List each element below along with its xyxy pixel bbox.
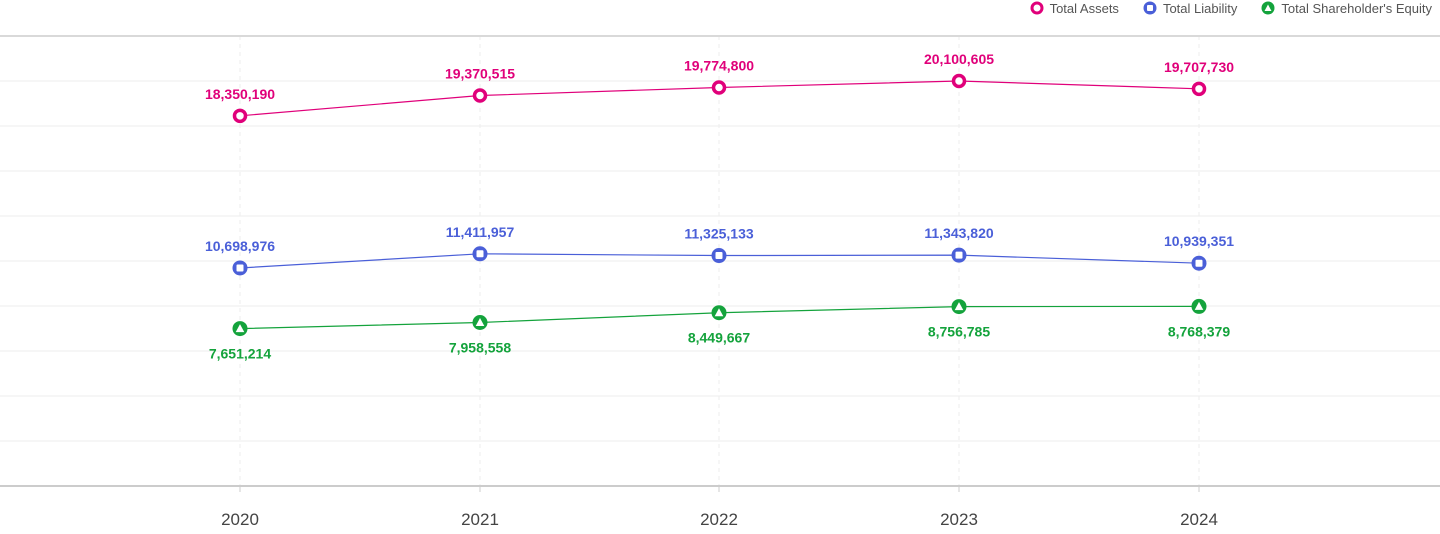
x-tick-label: 2022 bbox=[700, 510, 738, 529]
x-tick-label: 2024 bbox=[1180, 510, 1218, 529]
x-tick-label: 2023 bbox=[940, 510, 978, 529]
data-label: 7,958,558 bbox=[449, 339, 511, 355]
data-point-marker[interactable] bbox=[1191, 255, 1207, 271]
data-point-marker[interactable] bbox=[951, 73, 967, 89]
data-point-marker[interactable] bbox=[951, 247, 967, 263]
data-label: 19,774,800 bbox=[684, 57, 754, 73]
data-label: 7,651,214 bbox=[209, 346, 271, 362]
data-label: 20,100,605 bbox=[924, 51, 994, 67]
data-label: 11,343,820 bbox=[924, 225, 994, 241]
data-point-marker[interactable] bbox=[1191, 298, 1207, 314]
data-label: 10,939,351 bbox=[1164, 233, 1234, 249]
circle-marker-icon bbox=[1030, 1, 1044, 15]
data-point-marker[interactable] bbox=[711, 305, 727, 321]
data-labels: 18,350,190 19,370,515 19,774,800 20,100,605… bbox=[205, 51, 1234, 362]
data-point-marker[interactable] bbox=[711, 248, 727, 264]
data-label: 8,768,379 bbox=[1168, 323, 1230, 339]
data-label: 8,756,785 bbox=[928, 324, 990, 340]
data-label: 11,411,957 bbox=[446, 224, 515, 240]
legend-label-total-assets: Total Assets bbox=[1049, 0, 1119, 16]
data-label: 18,350,190 bbox=[205, 86, 275, 102]
square-marker-icon bbox=[1143, 1, 1157, 15]
data-point-marker[interactable] bbox=[711, 80, 727, 95]
legend-item-total-liability[interactable]: Total Liability bbox=[1143, 1, 1237, 16]
legend-label-total-equity: Total Shareholder's Equity bbox=[1281, 0, 1432, 16]
triangle-marker-icon bbox=[1261, 1, 1275, 15]
data-label: 11,325,133 bbox=[684, 226, 754, 242]
x-tick-label: 2021 bbox=[461, 510, 499, 529]
legend-label-total-liability: Total Liability bbox=[1162, 0, 1238, 16]
data-point-marker[interactable] bbox=[1191, 81, 1207, 97]
data-label: 19,707,730 bbox=[1164, 59, 1234, 75]
data-label: 19,370,515 bbox=[445, 66, 515, 82]
legend-item-total-equity[interactable]: Total Shareholder's Equity bbox=[1261, 1, 1432, 16]
data-label: 8,449,667 bbox=[688, 330, 750, 346]
legend-item-total-assets[interactable]: Total Assets bbox=[1030, 1, 1119, 16]
x-axis: 2020 2021 2022 2023 2024 bbox=[0, 485, 1440, 529]
data-point-marker[interactable] bbox=[472, 88, 488, 103]
data-point-marker[interactable] bbox=[472, 246, 488, 262]
data-point-marker[interactable] bbox=[232, 321, 248, 337]
x-tick-label: 2020 bbox=[221, 510, 259, 529]
data-point-marker[interactable] bbox=[232, 260, 248, 276]
chart-legend: Total Assets Total Liability Total Share… bbox=[1030, 0, 1432, 16]
data-markers bbox=[232, 73, 1207, 337]
data-label: 10,698,976 bbox=[205, 238, 275, 254]
data-point-marker[interactable] bbox=[232, 108, 248, 124]
data-point-marker[interactable] bbox=[472, 314, 488, 330]
data-point-marker[interactable] bbox=[951, 299, 967, 315]
